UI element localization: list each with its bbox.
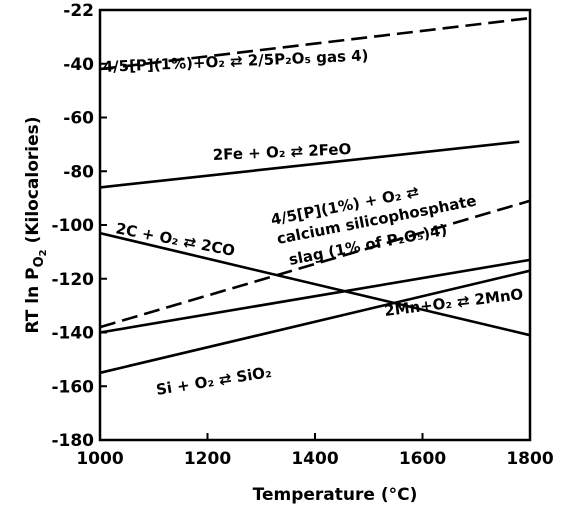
x-tick-label: 1600 <box>399 449 446 469</box>
y-tick-label: -140 <box>51 324 94 344</box>
x-tick-label: 1000 <box>76 449 123 469</box>
y-tick-label: -80 <box>63 162 94 182</box>
annotation-silicon-dioxide: Si + O₂ ⇄ SiO₂ <box>155 363 273 399</box>
annotation-iron-oxide: 2Fe + O₂ ⇄ 2FeO <box>212 140 351 164</box>
y-axis: -22 -40 -60 -80 -100 -120 -140 -160 -180 <box>51 1 107 451</box>
annotation-carbon-monoxide: 2C + O₂ ⇄ 2CO <box>114 219 236 260</box>
y-tick-label: -180 <box>51 431 94 451</box>
y-axis-title-subsubscript: 2 <box>38 249 49 256</box>
annotation-manganese-oxide: 2Mn+O₂ ⇄ 2MnO <box>383 285 524 320</box>
x-axis-title: Temperature (°C) <box>253 485 418 505</box>
annotation-phosphorus-gas: 4/5[P](1%)+O₂ ⇄ 2/5P₂O₅ gas 4) <box>102 46 368 76</box>
x-tick-label: 1800 <box>506 449 553 469</box>
x-axis: 1000 1200 1400 1600 1800 <box>76 433 553 469</box>
y-tick-label: -22 <box>63 1 94 21</box>
x-tick-label: 1200 <box>184 449 231 469</box>
annotation-layer: 4/5[P](1%)+O₂ ⇄ 2/5P₂O₅ gas 4) 2Fe + O₂ … <box>102 46 524 399</box>
y-tick-label: -100 <box>51 216 94 236</box>
y-tick-label: -160 <box>51 377 94 397</box>
y-axis-title: RT ln PO2 (Kilocalories) <box>23 116 49 333</box>
y-axis-title-suffix: (Kilocalories) <box>23 116 43 249</box>
y-axis-title-main: RT ln P <box>23 267 43 333</box>
y-tick-label: -120 <box>51 270 94 290</box>
y-tick-label: -60 <box>63 109 94 129</box>
y-axis-title-subscript: O <box>32 256 47 267</box>
y-tick-label: -40 <box>63 55 94 75</box>
x-tick-label: 1400 <box>291 449 338 469</box>
